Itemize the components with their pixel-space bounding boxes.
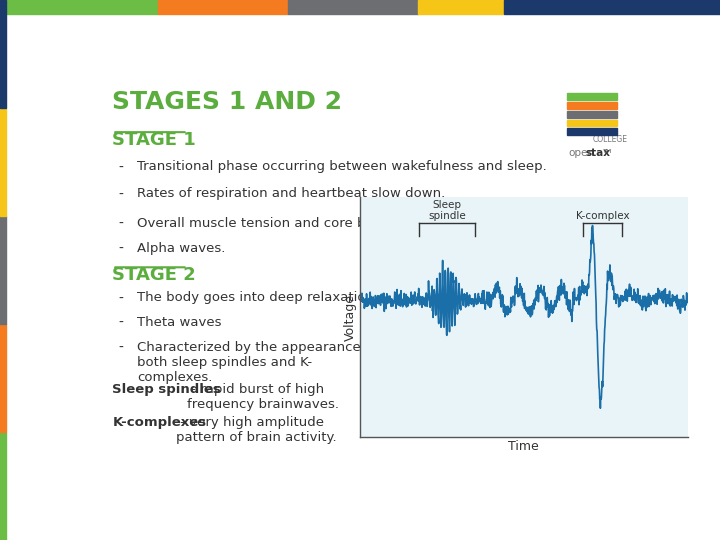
Text: Theta waves: Theta waves <box>138 316 222 329</box>
Text: - rapid burst of high
frequency brainwaves.: - rapid burst of high frequency brainwav… <box>186 383 338 411</box>
Text: K-complexes: K-complexes <box>112 416 207 429</box>
Text: -: - <box>118 160 123 174</box>
Text: -: - <box>118 217 123 231</box>
Bar <box>567 102 617 109</box>
Text: K-complex: K-complex <box>575 211 629 221</box>
Text: Characterized by the appearance of
both sleep spindles and K-
complexes.: Characterized by the appearance of both … <box>138 341 378 384</box>
Text: -: - <box>118 316 123 330</box>
Text: STAGE 2: STAGE 2 <box>112 266 196 285</box>
Bar <box>567 111 617 118</box>
Text: STAGES 1 AND 2: STAGES 1 AND 2 <box>112 90 342 114</box>
Text: Rates of respiration and heartbeat slow down.: Rates of respiration and heartbeat slow … <box>138 187 446 200</box>
Text: -: - <box>118 187 123 201</box>
Bar <box>567 129 617 135</box>
Text: STAGE 1: STAGE 1 <box>112 131 196 150</box>
Y-axis label: Voltage: Voltage <box>344 294 357 341</box>
Text: COLLEGE: COLLEGE <box>593 134 627 144</box>
Text: Transitional phase occurring between wakefulness and sleep.: Transitional phase occurring between wak… <box>138 160 547 173</box>
Bar <box>567 120 617 126</box>
Bar <box>567 93 617 100</box>
Text: Sleep
spindle: Sleep spindle <box>428 199 466 221</box>
Text: The body goes into deep relaxation.: The body goes into deep relaxation. <box>138 292 379 305</box>
Text: Figure 4.10: Figure 4.10 <box>559 420 629 433</box>
Text: -: - <box>118 292 123 306</box>
Text: -: - <box>118 341 123 355</box>
Text: - very high amplitude
pattern of brain activity.: - very high amplitude pattern of brain a… <box>176 416 337 444</box>
Text: TM: TM <box>603 149 613 154</box>
Text: -: - <box>118 241 123 255</box>
X-axis label: Time: Time <box>508 440 539 453</box>
Text: open: open <box>568 148 594 158</box>
Text: Sleep spindles: Sleep spindles <box>112 383 221 396</box>
Text: stax: stax <box>585 148 611 158</box>
Text: Alpha waves.: Alpha waves. <box>138 241 226 254</box>
Text: Overall muscle tension and core body temperature decrease.: Overall muscle tension and core body tem… <box>138 217 548 230</box>
